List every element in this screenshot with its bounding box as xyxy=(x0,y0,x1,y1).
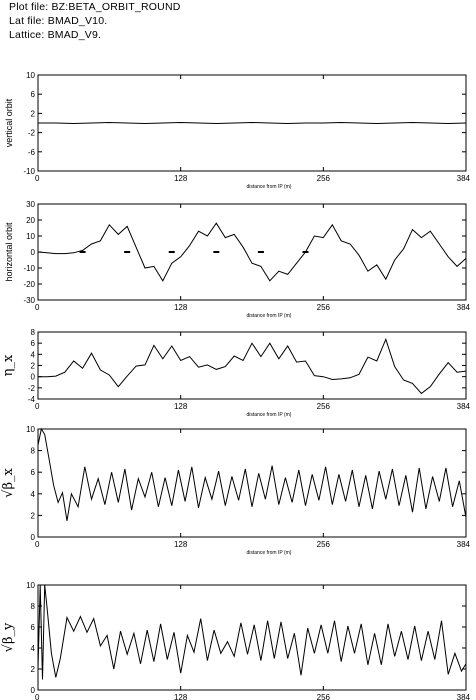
y-tick-label: 4 xyxy=(31,490,36,499)
plot-frame xyxy=(37,428,467,538)
plot-frame xyxy=(37,584,467,691)
y-axis-label: √β_x xyxy=(1,468,16,498)
y-axis-label: √β_y xyxy=(1,622,16,652)
y-tick-label: -4 xyxy=(28,395,36,404)
y-tick-label: 10 xyxy=(26,425,35,434)
x-tick-label: 0 xyxy=(35,402,40,411)
y-tick-label: 8 xyxy=(31,328,36,337)
plot-frame xyxy=(37,203,467,301)
y-tick-label: 0 xyxy=(31,248,36,257)
y-axis-label: vertical orbit xyxy=(4,98,14,147)
x-tick-label: 384 xyxy=(457,303,471,312)
x-tick-label: 256 xyxy=(317,402,331,411)
plot-frame xyxy=(37,331,467,400)
x-tick-label: 256 xyxy=(317,540,331,549)
x-tick-label: 128 xyxy=(174,540,188,549)
y-tick-label: 30 xyxy=(26,200,35,209)
y-tick-label: 10 xyxy=(26,232,35,241)
y-tick-label: 8 xyxy=(31,602,36,611)
y-tick-label: 6 xyxy=(31,468,36,477)
x-tick-label: 128 xyxy=(174,174,188,183)
x-tick-label: 128 xyxy=(174,303,188,312)
y-tick-label: -2 xyxy=(28,384,36,393)
x-tick-label: 384 xyxy=(457,174,471,183)
x-tick-label: 128 xyxy=(174,693,188,700)
y-tick-label: -30 xyxy=(23,296,35,305)
series-line xyxy=(38,337,467,395)
y-tick-label: 6 xyxy=(31,339,36,348)
x-tick-label: 384 xyxy=(457,693,471,700)
series-line xyxy=(38,121,467,125)
y-tick-label: -6 xyxy=(28,148,36,157)
y-tick-label: 0 xyxy=(31,686,36,695)
series-line xyxy=(37,427,467,521)
y-tick-label: 8 xyxy=(31,447,36,456)
y-tick-label: 4 xyxy=(31,644,36,653)
plot-panel-2: -30 -20 -10 0 10 20 30 0 128 256 384 distance from … xyxy=(4,200,471,319)
plot-panel-1: -10 -6 -2 2 6 10 0 128 256 384 distance from IP (m… xyxy=(4,71,471,190)
y-tick-label: 6 xyxy=(31,90,36,99)
y-tick-label: 6 xyxy=(31,623,36,632)
x-axis-label: distance from IP (m) xyxy=(247,313,292,319)
y-axis-label: η_x xyxy=(1,354,16,376)
x-axis-label: distance from IP (m) xyxy=(247,184,292,190)
x-tick-label: 256 xyxy=(317,693,331,700)
y-tick-label: 2 xyxy=(31,362,36,371)
y-tick-label: -2 xyxy=(28,129,36,138)
plot-header: Plot file: BZ:BETA_ORBIT_ROUND Lat file:… xyxy=(9,0,181,42)
series-line xyxy=(37,222,467,282)
y-tick-label: 10 xyxy=(26,71,35,80)
y-tick-label: 2 xyxy=(31,511,36,520)
lat-file-label: Lat file: BMAD_V10. xyxy=(9,15,108,27)
y-axis-label: horizontal orbit xyxy=(4,222,14,282)
x-tick-label: 0 xyxy=(35,174,40,183)
x-tick-label: 128 xyxy=(174,402,188,411)
y-tick-label: 2 xyxy=(31,665,36,674)
plot-file-label: Plot file: BZ:BETA_ORBIT_ROUND xyxy=(9,1,181,13)
x-tick-label: 256 xyxy=(317,174,331,183)
x-tick-label: 384 xyxy=(457,402,471,411)
lattice-label: Lattice: BMAD_V9. xyxy=(9,29,102,41)
plot-panel-4: 0 2 4 6 8 10 0 128 256 384 distance from IP (m) √β_… xyxy=(1,425,471,556)
y-tick-label: 0 xyxy=(31,373,36,382)
x-tick-label: 0 xyxy=(35,693,40,700)
y-tick-label: -10 xyxy=(23,167,35,176)
y-tick-label: -10 xyxy=(23,264,35,273)
y-tick-label: 0 xyxy=(31,533,36,542)
x-axis-label: distance from IP (m) xyxy=(247,412,292,418)
series-line xyxy=(37,584,467,680)
x-axis-label: distance from IP (m) xyxy=(247,550,292,556)
y-tick-label: 4 xyxy=(31,350,36,359)
y-tick-label: 10 xyxy=(26,581,35,590)
x-tick-label: 256 xyxy=(317,303,331,312)
y-tick-label: 2 xyxy=(31,109,36,118)
y-tick-label: -20 xyxy=(23,280,35,289)
x-tick-label: 0 xyxy=(35,303,40,312)
x-tick-label: 384 xyxy=(457,540,471,549)
y-tick-label: 20 xyxy=(26,216,35,225)
x-tick-label: 0 xyxy=(35,540,40,549)
plot-panel-3: -4 -2 0 2 4 6 8 0 128 256 384 distance from IP (m) η… xyxy=(1,328,471,418)
